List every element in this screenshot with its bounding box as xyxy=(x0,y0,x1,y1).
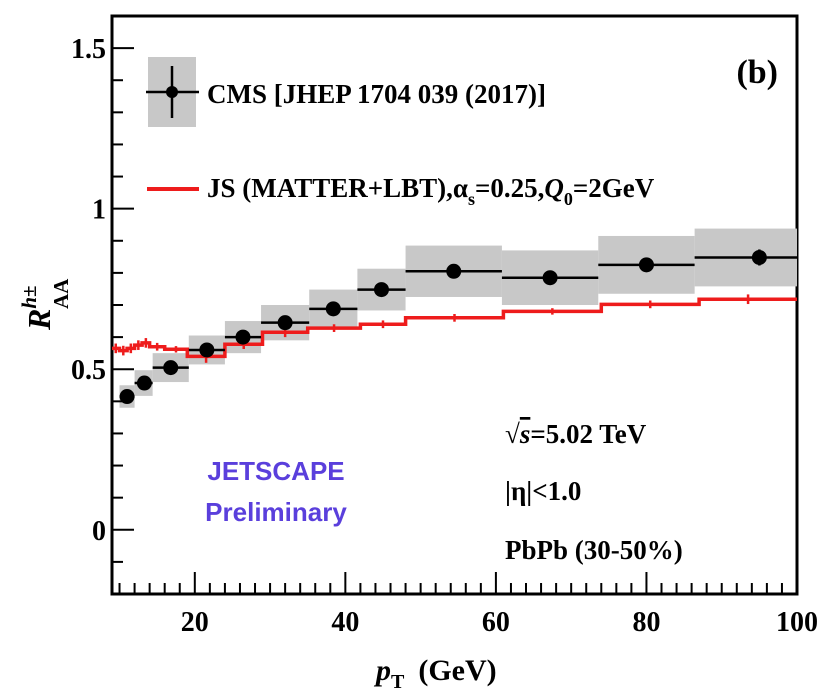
x-tick-label: 80 xyxy=(632,607,660,638)
x-tick-label: 100 xyxy=(776,607,818,638)
cms-point-5 xyxy=(277,315,293,331)
watermark-preliminary: Preliminary xyxy=(205,497,347,527)
legend: CMS [JHEP 1704 039 (2017)] JS (MATTER+LB… xyxy=(146,57,655,209)
cms-point-3 xyxy=(199,342,215,358)
y-tick-label: 0 xyxy=(92,516,106,547)
cms-point-11 xyxy=(751,249,767,265)
cms-point-4 xyxy=(235,329,251,345)
cms-point-1 xyxy=(136,375,152,391)
y-axis-title: Rh± AA xyxy=(17,278,73,331)
x-tick-label: 40 xyxy=(331,607,359,638)
y-tick-label: 1.5 xyxy=(71,34,106,65)
x-axis-title: pT (GeV) xyxy=(373,654,497,693)
cms-point-9 xyxy=(542,270,558,286)
cms-point-6 xyxy=(325,301,341,317)
y-axis: 0 0.5 1 1.5 xyxy=(71,15,134,595)
x-axis: 20 40 60 80 100 xyxy=(118,572,818,638)
cms-data-series xyxy=(119,249,797,405)
eta-annotation: |η|<1.0 xyxy=(505,476,581,506)
legend-cms-label: CMS [JHEP 1704 039 (2017)] xyxy=(207,79,546,109)
x-tick-label: 20 xyxy=(181,607,209,638)
legend-js-label: JS (MATTER+LBT),αs=0.25,Q0=2GeV xyxy=(207,173,655,209)
svg-text:AA: AA xyxy=(49,278,73,309)
watermark-jetscape: JETSCAPE xyxy=(207,456,344,486)
cms-point-0 xyxy=(119,389,135,405)
cms-point-2 xyxy=(163,360,179,376)
panel-label: (b) xyxy=(736,54,778,91)
x-tick-label: 60 xyxy=(482,607,510,638)
cms-point-10 xyxy=(638,257,654,273)
svg-text:Rh±: Rh± xyxy=(17,285,57,331)
legend-cms-marker xyxy=(166,86,178,98)
y-tick-label: 1 xyxy=(92,195,106,226)
y-tick-label: 0.5 xyxy=(71,355,106,386)
cms-point-7 xyxy=(373,282,389,298)
energy-annotation: √s=5.02 TeV xyxy=(505,419,647,449)
system-annotation: PbPb (30-50%) xyxy=(505,535,683,565)
cms-point-8 xyxy=(446,263,462,279)
